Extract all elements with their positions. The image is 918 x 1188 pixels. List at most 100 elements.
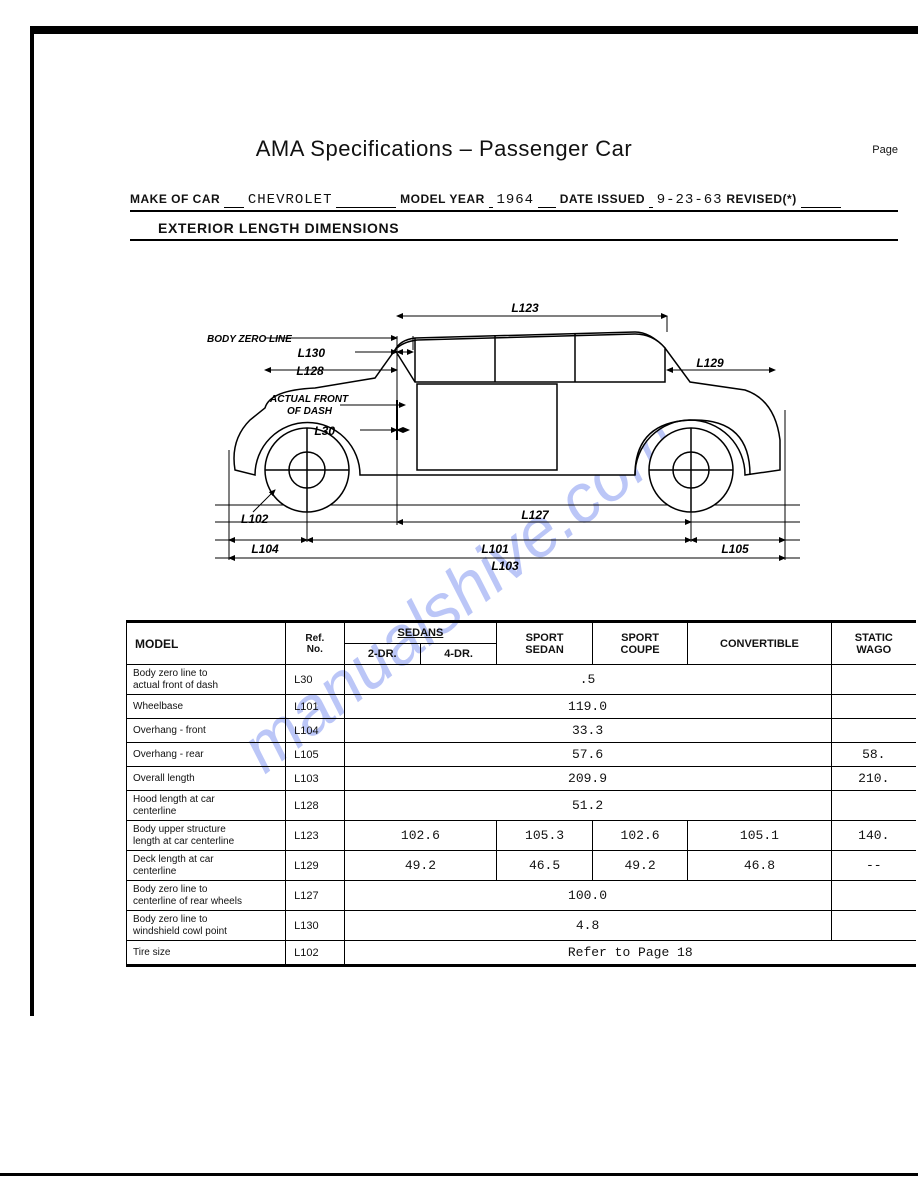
page-left-rule bbox=[30, 26, 34, 1016]
row-ref: L130 bbox=[286, 911, 344, 941]
row-label: Tire size bbox=[127, 941, 286, 966]
table-row: Body zero line to actual front of dashL3… bbox=[127, 665, 917, 695]
row-value-sw bbox=[831, 695, 916, 719]
row-value-span: 57.6 bbox=[344, 743, 831, 767]
row-ref: L101 bbox=[286, 695, 344, 719]
label-actualfront1: ACTUAL FRONT bbox=[269, 394, 349, 405]
table-row: Overall lengthL103209.9210. bbox=[127, 767, 917, 791]
section-title: EXTERIOR LENGTH DIMENSIONS bbox=[158, 220, 399, 236]
table-row: Tire sizeL102Refer to Page 18 bbox=[127, 941, 917, 966]
table-row: Body zero line to centerline of rear whe… bbox=[127, 881, 917, 911]
th-ref: Ref. No. bbox=[286, 622, 344, 665]
label-L30: L30 bbox=[314, 424, 335, 438]
row-label: Overall length bbox=[127, 767, 286, 791]
row-value-sw: 210. bbox=[831, 767, 916, 791]
label-L130: L130 bbox=[298, 346, 326, 360]
section-rule bbox=[130, 239, 898, 241]
label-L105: L105 bbox=[721, 542, 749, 556]
table-row: Overhang - rearL10557.658. bbox=[127, 743, 917, 767]
table-row: WheelbaseL101119.0 bbox=[127, 695, 917, 719]
row-label: Body upper structure length at car cente… bbox=[127, 821, 286, 851]
th-sport-sedan: SPORT SEDAN bbox=[497, 622, 593, 665]
row-ref: L129 bbox=[286, 851, 344, 881]
row-label: Body zero line to actual front of dash bbox=[127, 665, 286, 695]
row-value-span: 51.2 bbox=[344, 791, 831, 821]
row-value-sedans: 49.2 bbox=[344, 851, 497, 881]
row-value-sw: 58. bbox=[831, 743, 916, 767]
table-row: Hood length at car centerlineL12851.2 bbox=[127, 791, 917, 821]
th-station-wagon: STATIC WAGO bbox=[831, 622, 916, 665]
page-number: Page bbox=[872, 144, 898, 156]
label-L103: L103 bbox=[491, 559, 519, 570]
spec-table: MODEL Ref. No. SEDANS SPORT SEDAN SPORT … bbox=[126, 620, 916, 967]
row-value-sw bbox=[831, 791, 916, 821]
th-convertible: CONVERTIBLE bbox=[688, 622, 831, 665]
row-value-convertible: 46.8 bbox=[688, 851, 831, 881]
row-value-span: .5 bbox=[344, 665, 831, 695]
row-label: Body zero line to windshield cowl point bbox=[127, 911, 286, 941]
label-L123: L123 bbox=[511, 301, 539, 315]
row-value-sport-sedan: 105.3 bbox=[497, 821, 593, 851]
row-label: Overhang - rear bbox=[127, 743, 286, 767]
page-bottom-rule bbox=[0, 1173, 918, 1176]
row-value-station-wagon: -- bbox=[831, 851, 916, 881]
date-label: DATE ISSUED bbox=[560, 192, 645, 206]
page-title: AMA Specifications – Passenger Car bbox=[0, 136, 888, 162]
table-row: Overhang - frontL10433.3 bbox=[127, 719, 917, 743]
th-sport-coupe: SPORT COUPE bbox=[592, 622, 688, 665]
row-value-sport-coupe: 49.2 bbox=[592, 851, 688, 881]
year-label: MODEL YEAR bbox=[400, 192, 485, 206]
row-value-sedans: 102.6 bbox=[344, 821, 497, 851]
label-L104: L104 bbox=[251, 542, 279, 556]
row-ref: L102 bbox=[286, 941, 344, 966]
car-diagram: L123 BODY ZERO LINE L130 L128 L129 ACTUA… bbox=[205, 290, 810, 570]
row-value-convertible: 105.1 bbox=[688, 821, 831, 851]
row-value-sw bbox=[831, 881, 916, 911]
row-label: Overhang - front bbox=[127, 719, 286, 743]
row-ref: L104 bbox=[286, 719, 344, 743]
label-L102: L102 bbox=[241, 512, 269, 526]
header-row: MAKE OF CAR CHEVROLET MODEL YEAR 1964 DA… bbox=[130, 192, 898, 212]
label-bodyzero: BODY ZERO LINE bbox=[207, 334, 292, 345]
row-value-station-wagon: 140. bbox=[831, 821, 916, 851]
th-sedans: SEDANS bbox=[344, 622, 497, 644]
row-value-full: Refer to Page 18 bbox=[344, 941, 916, 966]
row-value-sw bbox=[831, 911, 916, 941]
row-value-sw bbox=[831, 719, 916, 743]
table-row: Body zero line to windshield cowl pointL… bbox=[127, 911, 917, 941]
row-label: Hood length at car centerline bbox=[127, 791, 286, 821]
row-value-span: 209.9 bbox=[344, 767, 831, 791]
row-value-span: 100.0 bbox=[344, 881, 831, 911]
label-L127: L127 bbox=[521, 508, 550, 522]
label-L128: L128 bbox=[296, 364, 324, 378]
row-value-span: 4.8 bbox=[344, 911, 831, 941]
row-ref: L123 bbox=[286, 821, 344, 851]
row-value-sport-coupe: 102.6 bbox=[592, 821, 688, 851]
make-value: CHEVROLET bbox=[248, 192, 333, 208]
row-label: Deck length at car centerline bbox=[127, 851, 286, 881]
page-top-rule bbox=[30, 26, 918, 34]
spec-table-body: Body zero line to actual front of dashL3… bbox=[127, 665, 917, 966]
row-value-sw bbox=[831, 665, 916, 695]
th-2dr: 2-DR. bbox=[344, 644, 420, 665]
row-ref: L30 bbox=[286, 665, 344, 695]
row-value-span: 33.3 bbox=[344, 719, 831, 743]
revised-label: REVISED(*) bbox=[726, 192, 796, 206]
row-label: Wheelbase bbox=[127, 695, 286, 719]
table-row: Body upper structure length at car cente… bbox=[127, 821, 917, 851]
row-ref: L103 bbox=[286, 767, 344, 791]
row-value-span: 119.0 bbox=[344, 695, 831, 719]
row-ref: L128 bbox=[286, 791, 344, 821]
row-ref: L105 bbox=[286, 743, 344, 767]
make-label: MAKE OF CAR bbox=[130, 192, 220, 206]
label-L101: L101 bbox=[481, 542, 509, 556]
label-L129: L129 bbox=[696, 356, 724, 370]
table-row: Deck length at car centerlineL12949.246.… bbox=[127, 851, 917, 881]
row-label: Body zero line to centerline of rear whe… bbox=[127, 881, 286, 911]
row-ref: L127 bbox=[286, 881, 344, 911]
row-value-sport-sedan: 46.5 bbox=[497, 851, 593, 881]
year-value: 1964 bbox=[496, 192, 534, 208]
date-value: 9-23-63 bbox=[657, 192, 723, 208]
spec-table-wrap: MODEL Ref. No. SEDANS SPORT SEDAN SPORT … bbox=[126, 620, 918, 967]
label-actualfront2: OF DASH bbox=[287, 406, 333, 417]
